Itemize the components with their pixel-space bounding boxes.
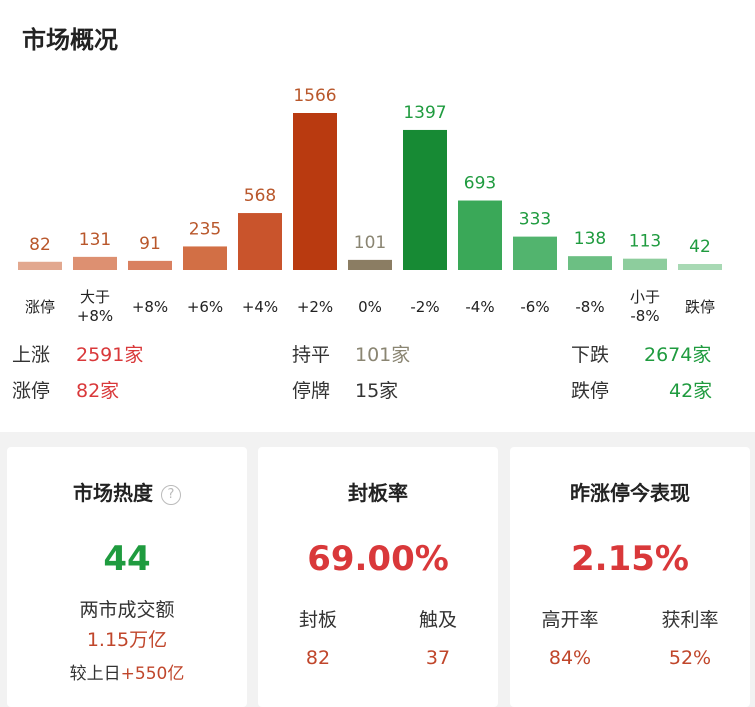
bar-value-label: 1397 [403, 103, 446, 123]
page-title: 市场概况 [22, 26, 118, 54]
bar-2 [128, 260, 172, 270]
bar-value-label: 693 [464, 174, 496, 194]
category-label: +8% [131, 298, 169, 316]
limit-up-label: 涨停 [12, 380, 51, 402]
down-label: 下跌 [571, 344, 610, 366]
suspend-label: 停牌 [292, 380, 331, 402]
category-label: -6% [520, 298, 550, 316]
category-label: +6% [186, 298, 224, 316]
bar-0 [18, 261, 62, 270]
profit-value: 52% [668, 647, 712, 669]
high-open-label: 高开率 [541, 609, 599, 631]
high-open-value: 84% [548, 647, 592, 669]
category-label: 涨停 [24, 298, 55, 316]
turnover-value: 1.15万亿 [86, 629, 168, 651]
seal-rate-card[interactable]: 封板率 69.00% 封板 触及 82 37 [258, 447, 498, 707]
distribution-bar-chart: 82 131 91 235 568 1566 101 1397 693 333 138 113 42 [18, 86, 722, 270]
bar-9 [513, 236, 557, 270]
category-label: -4% [465, 298, 495, 316]
bar-3 [183, 246, 227, 270]
profit-label: 获利率 [661, 609, 719, 631]
category-label: -2% [410, 298, 440, 316]
bar-value-label: 1566 [293, 86, 336, 106]
seal-rate-value: 69.00% [307, 539, 449, 579]
bar-12 [678, 264, 722, 270]
bar-10 [568, 256, 612, 270]
turnover-label: 两市成交额 [79, 599, 175, 621]
compare-value: +550亿 [120, 664, 185, 684]
bar-value-label: 101 [354, 233, 386, 253]
market-heat-title-text: 市场热度 [73, 481, 153, 505]
bar-4 [238, 213, 282, 270]
bar-6 [348, 259, 392, 270]
up-value: 2591家 [76, 344, 144, 366]
sealed-label: 封板 [298, 609, 337, 631]
bar-value-label: 42 [689, 237, 711, 257]
bar-7 [403, 129, 447, 270]
bar-11 [623, 258, 667, 270]
market-heat-value: 44 [103, 539, 151, 579]
limit-down-label: 跌停 [571, 380, 610, 402]
bar-value-label: 113 [629, 232, 661, 252]
bar-value-label: 333 [519, 210, 551, 230]
category-label: 跌停 [684, 298, 715, 316]
flat-label: 持平 [292, 344, 331, 366]
bar-value-label: 235 [189, 219, 221, 239]
help-icon[interactable]: ? [161, 484, 181, 505]
category-label: +2% [296, 298, 334, 316]
category-label: +4% [241, 298, 279, 316]
flat-value: 101家 [355, 344, 411, 366]
market-heat-title: 市场热度? [7, 477, 247, 506]
bar-5 [293, 113, 337, 270]
category-label: 小于 -8% [629, 288, 660, 325]
bar-value-label: 82 [29, 235, 51, 255]
suspend-value: 15家 [355, 380, 399, 402]
bar-1 [73, 256, 117, 270]
seal-rate-title: 封板率 [348, 481, 408, 505]
up-label: 上涨 [12, 344, 51, 366]
bar-value-label: 131 [79, 230, 111, 250]
touched-label: 触及 [418, 609, 457, 631]
category-label: 大于 +8% [76, 288, 114, 325]
limit-up-performance-card[interactable]: 昨涨停今表现 2.15% 高开率 获利率 84% 52% [510, 447, 750, 707]
limit-up-value: 82家 [76, 380, 120, 402]
category-label: -8% [575, 298, 605, 316]
touched-value: 37 [425, 647, 451, 669]
turnover-compare: 较上日+550亿 [7, 659, 247, 684]
market-overview-panel: 市场概况 82 131 91 235 568 1566 101 1397 693 333 138 11… [0, 0, 755, 432]
down-value: 2674家 [644, 344, 712, 366]
sealed-value: 82 [305, 647, 331, 669]
limit-down-value: 42家 [669, 380, 713, 402]
bar-value-label: 91 [139, 234, 161, 254]
category-label: 0% [358, 298, 382, 316]
performance-title: 昨涨停今表现 [570, 481, 690, 505]
bar-8 [458, 200, 502, 270]
bar-value-label: 568 [244, 186, 276, 206]
market-heat-card[interactable]: 市场热度? 44 两市成交额 1.15万亿 较上日+550亿 [7, 447, 247, 707]
performance-value: 2.15% [571, 539, 689, 579]
compare-label: 较上日 [69, 664, 121, 684]
bar-value-label: 138 [574, 229, 606, 249]
